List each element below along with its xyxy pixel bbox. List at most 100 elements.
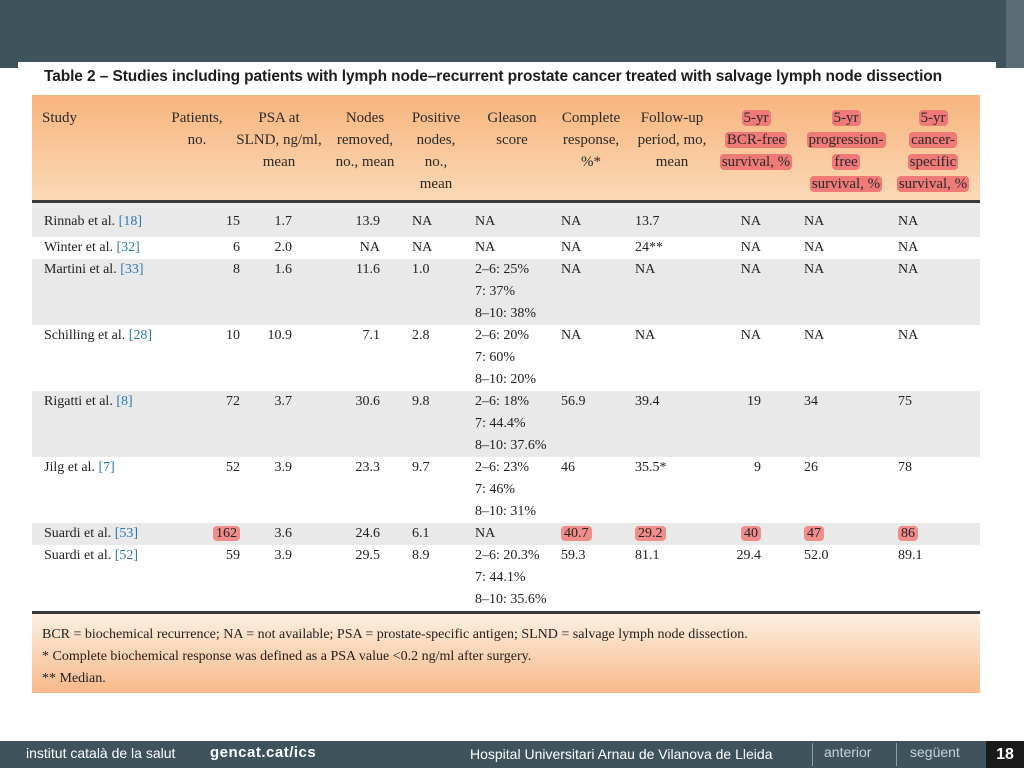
followup-value: NA — [635, 328, 656, 343]
complete-value: 46 — [561, 460, 575, 475]
nodes-cell: 7.1 — [322, 325, 381, 347]
patients-value: 52 — [226, 460, 240, 475]
reference-link[interactable]: [33] — [120, 262, 144, 277]
psa-cell: 3.9 — [232, 457, 293, 479]
study-cell: Suardi et al. [52] — [44, 545, 184, 567]
column-header-line: score — [496, 132, 528, 148]
psa-cell: 1.7 — [232, 211, 293, 233]
column-header: 5-yr progression-free survival, % — [798, 107, 894, 195]
column-header-line: response, — [562, 132, 620, 148]
psa-value: 2.0 — [274, 240, 293, 255]
psa-value: 3.6 — [274, 526, 293, 541]
column-header: Complete response, %* — [556, 107, 626, 173]
reference-link[interactable]: [7] — [98, 460, 115, 475]
column-header-line: Patients, — [171, 110, 223, 126]
css-value: NA — [898, 240, 919, 255]
reference-link[interactable]: [18] — [118, 214, 142, 229]
previous-slide-button[interactable]: anterior — [824, 744, 872, 760]
complete-value: NA — [561, 328, 582, 343]
complete-cell: 46 — [561, 457, 631, 479]
gleason-line: 8–10: 35.6% — [475, 592, 547, 607]
column-header-line: nodes, — [416, 132, 456, 148]
nodes-value: NA — [359, 240, 380, 255]
table-row: Jilg et al. [7] 52 3.9 23.3 9.7 2–6: 23% 7: 46… — [32, 457, 980, 523]
prog-cell: NA — [804, 211, 874, 233]
gleason-line: 2–6: 23% — [475, 460, 530, 475]
study-name: Rinnab et al. — [44, 214, 116, 229]
reference-link[interactable]: [8] — [116, 394, 133, 409]
complete-value: NA — [561, 262, 582, 277]
nodes-cell: 29.5 — [322, 545, 381, 567]
study-name: Winter et al. — [44, 240, 114, 255]
column-header-line: BCR-free — [724, 132, 788, 148]
positive-cell: 2.8 — [412, 325, 472, 347]
patients-value: 72 — [226, 394, 240, 409]
reference-link[interactable]: [28] — [128, 328, 153, 343]
column-header-line: no. — [187, 132, 207, 148]
column-header-line: progression- — [806, 132, 886, 148]
column-header-line: %* — [581, 154, 601, 170]
followup-cell: 24** — [635, 237, 705, 259]
study-name: Suardi et al. — [44, 548, 112, 563]
column-header: PSA at SLND, ng/ml, mean — [232, 107, 326, 173]
prog-cell: NA — [804, 237, 874, 259]
css-cell: NA — [898, 211, 968, 233]
column-header: 5-yr BCR-free survival, % — [716, 107, 796, 173]
prog-cell: 26 — [804, 457, 874, 479]
gleason-line: 2–6: 20% — [475, 328, 530, 343]
column-header-line: Positive — [411, 110, 461, 126]
reference-link[interactable]: [32] — [116, 240, 140, 255]
complete-value: NA — [561, 240, 582, 255]
column-header-line: SLND, ng/ml, — [236, 132, 322, 148]
complete-cell: 59.3 — [561, 545, 631, 567]
column-header-line: mean — [655, 154, 689, 170]
bcr-cell: 29.4 — [712, 545, 762, 567]
table-row: Schilling et al. [28] 10 10.9 7.1 2.8 2–6: 20… — [32, 325, 980, 391]
prog-cell: NA — [804, 325, 874, 347]
reference-link[interactable]: [52] — [114, 548, 139, 563]
patients-cell: 10 — [160, 325, 240, 347]
study-cell: Jilg et al. [7] — [44, 457, 184, 479]
gleason-line: NA — [475, 214, 496, 229]
table-header: Study Patients, no. PSA at SLND, ng/ml, mean N… — [32, 95, 980, 203]
footer-site-link[interactable]: gencat.cat/ics — [210, 744, 317, 761]
positive-value: 1.0 — [412, 262, 430, 277]
css-value: NA — [898, 328, 919, 343]
next-slide-button[interactable]: següent — [910, 744, 960, 760]
followup-value: 24** — [635, 240, 663, 255]
study-name: Suardi et al. — [44, 526, 112, 541]
gleason-line: 7: 46% — [475, 482, 516, 497]
psa-value: 3.9 — [274, 548, 293, 563]
followup-value: 35.5* — [635, 460, 667, 475]
psa-value: 10.9 — [267, 328, 293, 343]
css-cell: 86 — [898, 523, 968, 545]
positive-value: 6.1 — [412, 526, 430, 541]
study-cell: Schilling et al. [28] — [44, 325, 184, 347]
css-value: NA — [898, 214, 919, 229]
css-cell: 75 — [898, 391, 968, 413]
bcr-value: 29.4 — [736, 548, 762, 563]
psa-cell: 10.9 — [232, 325, 293, 347]
patients-value: 15 — [226, 214, 240, 229]
reference-link[interactable]: [53] — [114, 526, 139, 541]
column-header: Patients, no. — [162, 107, 232, 151]
nodes-value: 13.9 — [355, 214, 381, 229]
patients-cell: 59 — [160, 545, 240, 567]
table-row: Suardi et al. [53] 162 3.6 24.6 6.1 NA 40.7 29.… — [32, 523, 980, 545]
css-cell: 78 — [898, 457, 968, 479]
column-header-line: 5-yr — [918, 110, 948, 126]
gleason-line: 7: 44.1% — [475, 570, 526, 585]
prog-value: NA — [804, 328, 825, 343]
study-name: Jilg et al. — [44, 460, 95, 475]
gleason-cell: NA — [475, 237, 565, 259]
prog-value: 34 — [804, 394, 818, 409]
gleason-line: 8–10: 31% — [475, 504, 537, 519]
table-footnotes: BCR = biochemical recurrence; NA = not a… — [32, 611, 980, 693]
column-header: Follow-up period, mo, mean — [632, 107, 712, 173]
gleason-cell: 2–6: 20% 7: 60% 8–10: 20% — [475, 325, 565, 391]
nodes-cell: NA — [322, 237, 380, 259]
bcr-value: 19 — [747, 394, 761, 409]
nodes-value: 11.6 — [356, 262, 380, 277]
followup-cell: 29.2 — [635, 523, 705, 545]
followup-cell: 13.7 — [635, 211, 705, 233]
